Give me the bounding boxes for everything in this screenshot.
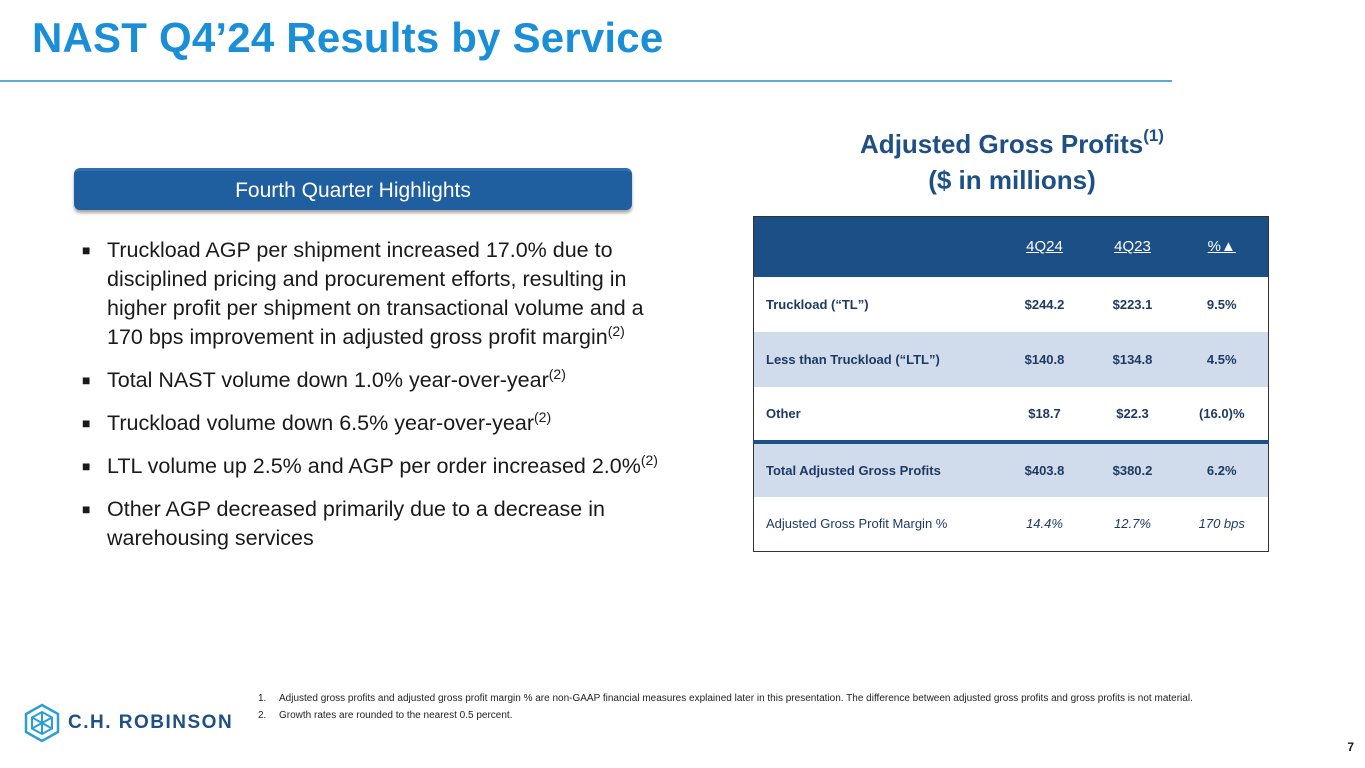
bullet-marker: ■: [82, 372, 91, 388]
cell-4q23: $22.3: [1116, 405, 1149, 421]
cell-pct: 170 bps: [1198, 516, 1245, 532]
page-number: 7: [1347, 740, 1354, 754]
title-divider: [0, 80, 1172, 82]
highlights-header: Fourth Quarter Highlights: [235, 178, 471, 202]
footnote-ref: (1): [1143, 126, 1164, 145]
highlights-banner: Fourth Quarter Highlights: [74, 168, 632, 210]
bullet-text: Other AGP decreased primarily due to a d…: [107, 497, 605, 550]
footnote-number: 2.: [258, 710, 267, 721]
list-item: ■ Other AGP decreased primarily due to a …: [82, 495, 662, 553]
agp-table: 4Q24 4Q23 %▲ Truckload (“TL”) $244.2 $22…: [753, 216, 1269, 552]
footnote-ref: (2): [607, 323, 625, 339]
company-logo: C.H. ROBINSON: [24, 703, 233, 743]
footnote: 2. Growth rates are rounded to the neares…: [258, 710, 1288, 722]
cell-pct: 4.5%: [1175, 331, 1269, 387]
footnote-ref: (2): [548, 366, 566, 382]
bullet-text: LTL volume up 2.5% and AGP per order inc…: [107, 454, 641, 478]
cell-4q24: $18.7: [1028, 405, 1061, 421]
footnote-number: 1.: [258, 693, 267, 704]
column-header-4q24: 4Q24: [999, 216, 1090, 277]
cell-4q23: $134.8: [1089, 331, 1176, 387]
footnote-text: Adjusted gross profits and adjusted gros…: [279, 693, 1193, 704]
cube-logo-icon: [24, 703, 60, 743]
footnote-ref: (2): [640, 452, 658, 468]
footnote-ref: (2): [534, 409, 552, 425]
cell-4q23: $380.2: [1089, 439, 1176, 497]
list-item: ■ Truckload AGP per shipment increased 17…: [82, 236, 662, 352]
bullet-text: Total NAST volume down 1.0% year-over-ye…: [107, 368, 549, 392]
column-header-pct-change: %▲: [1175, 216, 1269, 277]
cell-4q24: 14.4%: [1026, 516, 1063, 532]
cell-4q24: $403.8: [999, 439, 1090, 497]
row-label: Less than Truckload (“LTL”): [753, 331, 1000, 387]
cell-4q24: $140.8: [999, 331, 1090, 387]
column-header-label: [753, 216, 1000, 277]
footnote-text: Growth rates are rounded to the nearest …: [279, 710, 513, 721]
bullet-text: Truckload AGP per shipment increased 17.…: [107, 238, 644, 349]
cell-4q23: 12.7%: [1114, 516, 1151, 532]
table-row-total: Total Adjusted Gross Profits $403.8 $380…: [753, 439, 1269, 497]
bullet-text: Truckload volume down 6.5% year-over-yea…: [107, 411, 534, 435]
cell-pct: 6.2%: [1175, 439, 1269, 497]
list-item: ■ LTL volume up 2.5% and AGP per order in…: [82, 452, 662, 481]
row-label: Adjusted Gross Profit Margin %: [766, 516, 948, 532]
bullet-marker: ■: [82, 501, 91, 517]
table-row: Other $18.7 $22.3 (16.0)%: [754, 387, 1269, 442]
bullet-marker: ■: [82, 458, 91, 474]
cell-pct: 9.5%: [1206, 296, 1237, 312]
agp-subtitle: ($ in millions): [928, 165, 1096, 195]
agp-heading: Adjusted Gross Profits(1) ($ in millions…: [752, 126, 1272, 198]
list-item: ■ Truckload volume down 6.5% year-over-ye…: [82, 409, 662, 438]
row-label: Truckload (“TL”): [766, 296, 869, 312]
row-label: Other: [766, 405, 801, 421]
footnotes: 1. Adjusted gross profits and adjusted gr…: [258, 693, 1288, 727]
table-header-row: 4Q24 4Q23 %▲: [753, 216, 1269, 277]
table-row: Less than Truckload (“LTL”) $140.8 $134.…: [753, 331, 1269, 387]
bullet-marker: ■: [82, 415, 91, 431]
row-label: Total Adjusted Gross Profits: [753, 439, 1000, 497]
agp-title: Adjusted Gross Profits: [860, 129, 1144, 159]
bullet-marker: ■: [82, 242, 91, 258]
page-title: NAST Q4’24 Results by Service: [32, 14, 664, 61]
list-item: ■ Total NAST volume down 1.0% year-over-y…: [82, 366, 662, 395]
cell-4q23: $223.1: [1112, 296, 1153, 312]
table-row: Truckload (“TL”) $244.2 $223.1 9.5%: [754, 277, 1269, 332]
table-row-margin: Adjusted Gross Profit Margin % 14.4% 12.…: [754, 497, 1269, 552]
highlights-list: ■ Truckload AGP per shipment increased 17…: [82, 236, 662, 567]
cell-pct: (16.0)%: [1198, 405, 1245, 421]
logo-text: C.H. ROBINSON: [68, 712, 234, 733]
footnote: 1. Adjusted gross profits and adjusted gr…: [258, 693, 1288, 705]
column-header-4q23: 4Q23: [1089, 216, 1176, 277]
cell-4q24: $244.2: [1024, 296, 1065, 312]
